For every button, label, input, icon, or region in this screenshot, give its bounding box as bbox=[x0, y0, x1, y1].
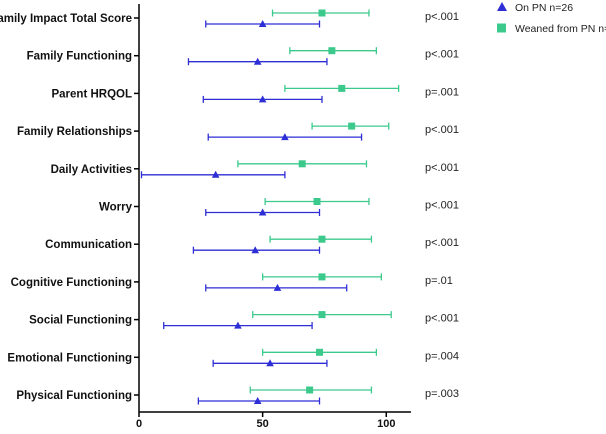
point-marker-on-pn bbox=[281, 133, 289, 141]
point-marker-weaned bbox=[328, 47, 336, 55]
category-label: Parent HRQOL bbox=[51, 88, 132, 100]
legend-label: Weaned from PN n=27 bbox=[515, 23, 606, 35]
point-marker-weaned bbox=[318, 235, 326, 243]
point-marker-on-pn bbox=[251, 246, 260, 254]
category-label: Social Functioning bbox=[29, 315, 132, 327]
category-label: Worry bbox=[99, 202, 133, 214]
p-value-label: p<.001 bbox=[425, 11, 459, 23]
legend-marker-on-pn bbox=[497, 2, 507, 11]
p-value-label: p<.001 bbox=[425, 49, 459, 61]
x-tick-label: 50 bbox=[257, 418, 269, 429]
p-value-label: p<.001 bbox=[425, 200, 459, 212]
category-label: Emotional Functioning bbox=[7, 352, 132, 364]
point-marker-on-pn bbox=[258, 20, 267, 27]
point-marker-on-pn bbox=[273, 283, 282, 291]
point-marker-on-pn bbox=[234, 321, 242, 329]
legend-marker-weaned bbox=[497, 23, 506, 33]
category-label: Daily Activities bbox=[51, 164, 132, 176]
p-value-label: p=.001 bbox=[425, 86, 459, 98]
point-marker-weaned bbox=[316, 348, 324, 356]
point-marker-on-pn bbox=[253, 57, 262, 65]
point-marker-weaned bbox=[318, 273, 326, 281]
point-marker-weaned bbox=[318, 311, 326, 319]
point-marker-on-pn bbox=[258, 208, 267, 216]
p-value-label: p=.004 bbox=[425, 350, 459, 362]
p-value-label: p=.01 bbox=[425, 275, 453, 287]
p-value-label: p<.001 bbox=[425, 313, 459, 325]
point-marker-weaned bbox=[338, 84, 346, 92]
point-marker-weaned bbox=[306, 386, 314, 394]
legend-label: On PN n=26 bbox=[515, 2, 573, 14]
point-marker-on-pn bbox=[258, 95, 267, 103]
p-value-label: p<.001 bbox=[425, 124, 459, 136]
point-marker-weaned bbox=[298, 160, 306, 168]
point-marker-on-pn bbox=[211, 170, 220, 178]
p-value-label: p<.001 bbox=[425, 237, 459, 249]
x-tick-label: 0 bbox=[136, 418, 142, 429]
point-marker-on-pn bbox=[253, 397, 262, 404]
p-value-label: p<.001 bbox=[425, 162, 459, 174]
p-value-label: p=.003 bbox=[425, 388, 459, 400]
category-label: Cognitive Functioning bbox=[11, 277, 132, 289]
category-label: Family Impact Total Score bbox=[0, 13, 132, 25]
category-label: Communication bbox=[45, 239, 132, 251]
category-label: Family Relationships bbox=[17, 126, 132, 138]
x-tick-label: 100 bbox=[377, 418, 395, 429]
point-marker-weaned bbox=[313, 198, 321, 205]
category-label: Physical Functioning bbox=[16, 390, 132, 402]
point-marker-on-pn bbox=[266, 359, 274, 367]
category-label: Family Functioning bbox=[27, 51, 132, 63]
point-marker-weaned bbox=[318, 9, 326, 17]
point-marker-weaned bbox=[348, 122, 356, 130]
